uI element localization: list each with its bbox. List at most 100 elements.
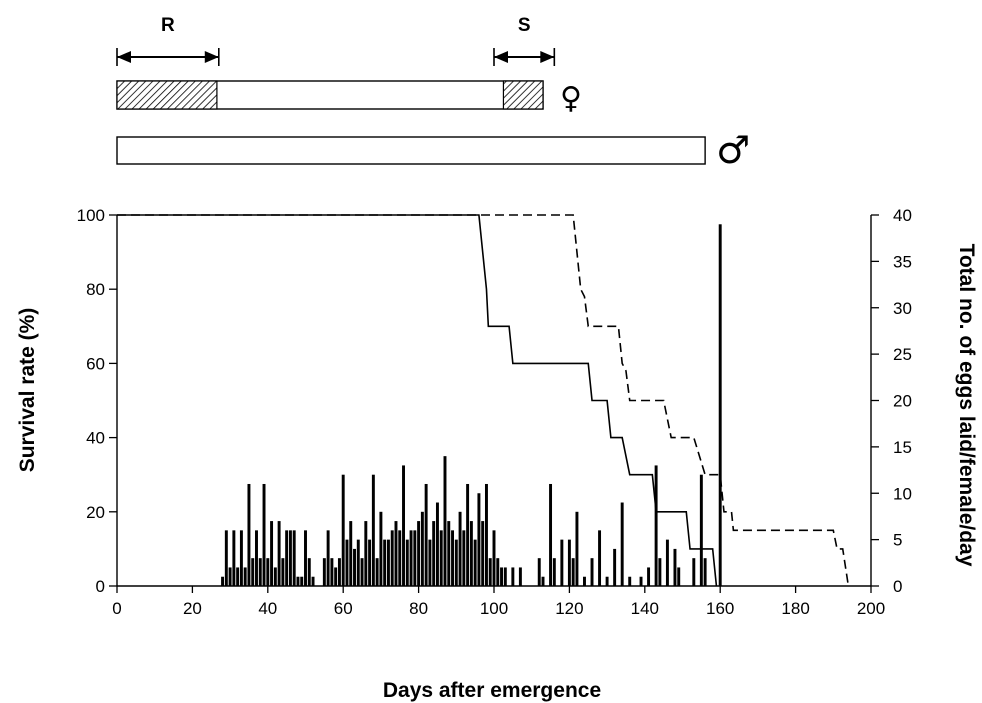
- egg-bar: [424, 483, 428, 586]
- y-right-tick-label: 0: [893, 577, 902, 596]
- egg-bar: [500, 567, 504, 586]
- egg-bar: [398, 530, 402, 586]
- egg-bar: [356, 539, 360, 587]
- egg-bar: [232, 530, 236, 586]
- egg-bar: [304, 530, 307, 586]
- egg-bar: [647, 567, 651, 586]
- egg-bar: [228, 567, 232, 586]
- egg-bar: [469, 521, 473, 586]
- y-right-tick-label: 25: [893, 345, 912, 364]
- egg-bar: [571, 558, 575, 586]
- egg-bar: [462, 530, 466, 586]
- egg-bar: [443, 456, 447, 586]
- egg-bar: [307, 558, 311, 586]
- egg-bar: [477, 493, 481, 586]
- egg-bar: [255, 530, 258, 586]
- egg-bar: [341, 474, 345, 586]
- period-arrowhead-right: [540, 51, 555, 63]
- lifespan-hatched-segment: [116, 80, 218, 110]
- egg-bar: [364, 521, 368, 586]
- survival-lines: [117, 214, 850, 587]
- x-tick-label: 140: [631, 599, 659, 618]
- egg-bar: [224, 530, 228, 586]
- egg-bar: [262, 483, 266, 586]
- egg-bar: [360, 558, 364, 586]
- x-tick-label: 120: [555, 599, 583, 618]
- egg-bar: [334, 567, 338, 586]
- egg-bar: [368, 539, 372, 587]
- egg-bar: [567, 539, 571, 587]
- y-right-tick-label: 35: [893, 252, 912, 271]
- egg-bar: [405, 539, 409, 587]
- egg-bar: [353, 548, 356, 586]
- egg-bar: [277, 521, 281, 586]
- x-tick-label: 200: [857, 599, 885, 618]
- egg-bar: [420, 511, 424, 586]
- x-tick-label: 20: [183, 599, 202, 618]
- egg-bar: [654, 465, 658, 586]
- egg-bar: [628, 576, 632, 586]
- y-right-tick-label: 30: [893, 299, 912, 318]
- egg-bar: [322, 558, 326, 586]
- egg-bar: [292, 530, 296, 586]
- egg-bar: [665, 539, 669, 587]
- egg-bar: [699, 474, 703, 586]
- x-tick-label: 100: [480, 599, 508, 618]
- lifespan-bar: [116, 136, 706, 165]
- y-left-tick-label: 100: [77, 206, 105, 225]
- egg-bar: [541, 576, 545, 586]
- female-symbol: ♀: [560, 81, 582, 116]
- egg-bar: [466, 483, 470, 586]
- egg-bar: [473, 539, 477, 587]
- egg-bar: [296, 576, 300, 586]
- egg-bar: [503, 567, 507, 586]
- egg-bar: [386, 539, 390, 587]
- egg-bar: [677, 567, 681, 586]
- egg-bar: [390, 530, 394, 586]
- egg-bar: [428, 539, 432, 587]
- egg-bar: [371, 474, 375, 586]
- egg-bar: [673, 548, 677, 586]
- egg-bar: [658, 558, 662, 586]
- y-right-tick-label: 20: [893, 392, 912, 411]
- x-tick-label: 0: [112, 599, 121, 618]
- egg-bar: [247, 483, 251, 586]
- egg-bar: [266, 558, 270, 586]
- egg-bar: [481, 521, 485, 586]
- egg-bar: [492, 530, 496, 586]
- egg-bar: [435, 502, 439, 586]
- male-symbol: ♂: [716, 128, 750, 172]
- egg-bar: [496, 558, 500, 586]
- x-tick-label: 180: [781, 599, 809, 618]
- egg-bar: [221, 576, 225, 586]
- egg-bar: [537, 558, 541, 586]
- egg-bar: [620, 502, 624, 586]
- x-tick-label: 60: [334, 599, 353, 618]
- y-left-tick-label: 20: [86, 503, 105, 522]
- egg-bar: [270, 521, 274, 586]
- egg-bar: [605, 576, 609, 586]
- y-right-tick-label: 15: [893, 438, 912, 457]
- period-arrowhead-left: [494, 51, 508, 63]
- egg-bar: [243, 567, 247, 586]
- y-left-tick-label: 0: [96, 577, 105, 596]
- y-right-tick-label: 40: [893, 206, 912, 225]
- lifespan-hatched-segment: [502, 80, 544, 110]
- egg-bars: [221, 224, 722, 587]
- egg-bar: [718, 224, 722, 586]
- y-axis-right-title: Total no. of eggs laid/female/day: [955, 244, 978, 567]
- egg-bar: [439, 530, 443, 586]
- x-tick-label: 160: [706, 599, 734, 618]
- egg-bar: [413, 530, 417, 586]
- egg-bar: [326, 530, 330, 586]
- egg-bar: [511, 567, 515, 586]
- egg-bar: [383, 539, 387, 587]
- egg-bar: [692, 558, 696, 586]
- period-label: R: [161, 15, 175, 36]
- period-arrowhead-left: [117, 51, 131, 63]
- egg-bar: [613, 548, 617, 586]
- egg-bar: [345, 539, 349, 587]
- period-arrowhead-right: [204, 51, 219, 63]
- period-label: S: [518, 15, 531, 36]
